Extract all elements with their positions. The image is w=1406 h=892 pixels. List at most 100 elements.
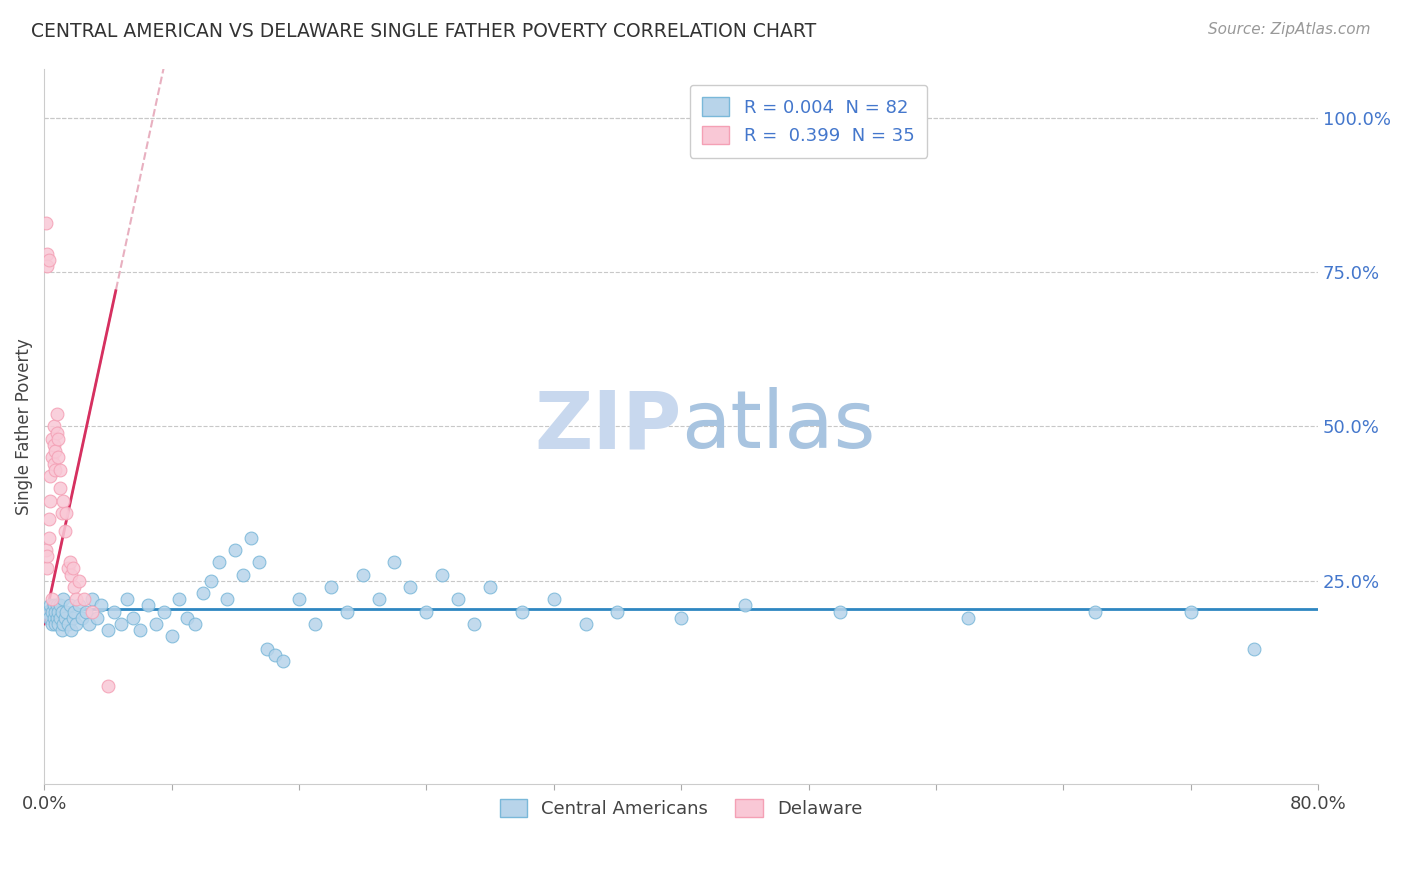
- Point: [48, 605, 70, 619]
- Point: [399, 580, 422, 594]
- Point: [224, 542, 246, 557]
- Point: [45, 611, 67, 625]
- Point: [160, 629, 183, 643]
- Point: [67, 599, 90, 613]
- Point: [49, 599, 72, 613]
- Point: [56, 617, 79, 632]
- Point: [80, 605, 103, 619]
- Point: [55, 605, 77, 619]
- Point: [384, 555, 406, 569]
- Point: [319, 580, 342, 594]
- Point: [240, 531, 263, 545]
- Point: [479, 580, 502, 594]
- Point: [152, 605, 174, 619]
- Point: [73, 592, 96, 607]
- Point: [336, 605, 359, 619]
- Point: [115, 592, 138, 607]
- Point: [41, 605, 63, 619]
- Point: [208, 555, 231, 569]
- Point: [463, 617, 485, 632]
- Point: [304, 617, 326, 632]
- Point: [60, 623, 83, 637]
- Point: [184, 617, 207, 632]
- Point: [53, 611, 76, 625]
- Point: [35, 542, 58, 557]
- Point: [193, 586, 215, 600]
- Point: [288, 592, 311, 607]
- Point: [97, 623, 120, 637]
- Point: [574, 617, 596, 632]
- Point: [45, 599, 67, 613]
- Point: [44, 463, 66, 477]
- Point: [39, 468, 62, 483]
- Point: [176, 611, 198, 625]
- Point: [48, 450, 70, 465]
- Point: [510, 605, 533, 619]
- Point: [543, 592, 565, 607]
- Point: [49, 463, 72, 477]
- Point: [830, 605, 852, 619]
- Point: [1084, 605, 1107, 619]
- Y-axis label: Single Father Poverty: Single Father Poverty: [15, 338, 32, 515]
- Point: [51, 605, 73, 619]
- Point: [72, 611, 94, 625]
- Point: [39, 493, 62, 508]
- Point: [63, 580, 86, 594]
- Point: [256, 641, 278, 656]
- Point: [90, 599, 112, 613]
- Text: Source: ZipAtlas.com: Source: ZipAtlas.com: [1208, 22, 1371, 37]
- Point: [52, 617, 75, 632]
- Point: [58, 555, 80, 569]
- Point: [37, 561, 59, 575]
- Point: [734, 599, 756, 613]
- Point: [65, 617, 87, 632]
- Point: [264, 648, 287, 662]
- Point: [41, 450, 63, 465]
- Point: [49, 611, 72, 625]
- Point: [42, 438, 65, 452]
- Point: [38, 611, 60, 625]
- Point: [367, 592, 389, 607]
- Point: [271, 654, 294, 668]
- Point: [44, 605, 66, 619]
- Point: [41, 617, 63, 632]
- Point: [56, 561, 79, 575]
- Point: [352, 567, 374, 582]
- Point: [97, 679, 120, 693]
- Point: [169, 592, 191, 607]
- Point: [1180, 605, 1202, 619]
- Point: [44, 444, 66, 458]
- Point: [49, 481, 72, 495]
- Point: [128, 623, 150, 637]
- Point: [51, 506, 73, 520]
- Point: [55, 506, 77, 520]
- Point: [52, 592, 75, 607]
- Point: [42, 611, 65, 625]
- Point: [606, 605, 628, 619]
- Text: CENTRAL AMERICAN VS DELAWARE SINGLE FATHER POVERTY CORRELATION CHART: CENTRAL AMERICAN VS DELAWARE SINGLE FATH…: [31, 22, 815, 41]
- Point: [145, 617, 167, 632]
- Point: [51, 623, 73, 637]
- Point: [80, 592, 103, 607]
- Point: [247, 555, 270, 569]
- Point: [62, 611, 84, 625]
- Point: [122, 611, 145, 625]
- Point: [38, 252, 60, 267]
- Point: [956, 611, 979, 625]
- Point: [447, 592, 470, 607]
- Point: [415, 605, 437, 619]
- Point: [110, 617, 132, 632]
- Point: [48, 617, 70, 632]
- Point: [103, 605, 125, 619]
- Text: ZIP: ZIP: [534, 387, 681, 466]
- Point: [48, 432, 70, 446]
- Point: [38, 531, 60, 545]
- Point: [65, 592, 87, 607]
- Point: [37, 259, 59, 273]
- Point: [200, 574, 222, 588]
- Text: atlas: atlas: [681, 387, 876, 466]
- Point: [60, 567, 83, 582]
- Point: [42, 419, 65, 434]
- Point: [217, 592, 239, 607]
- Legend: Central Americans, Delaware: Central Americans, Delaware: [492, 792, 869, 825]
